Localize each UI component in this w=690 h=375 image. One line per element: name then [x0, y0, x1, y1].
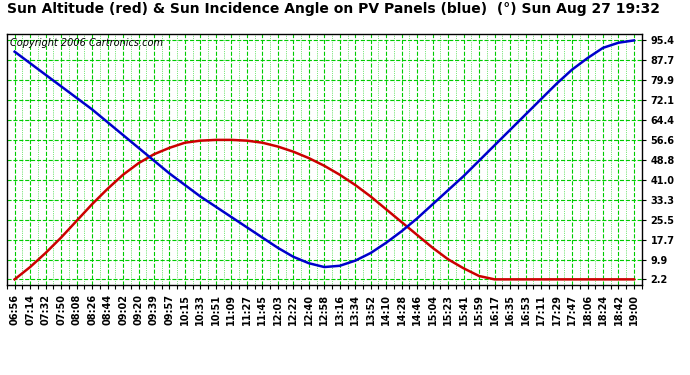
- Text: Sun Altitude (red) & Sun Incidence Angle on PV Panels (blue)  (°) Sun Aug 27 19:: Sun Altitude (red) & Sun Incidence Angle…: [7, 2, 660, 16]
- Text: Copyright 2006 Cartronics.com: Copyright 2006 Cartronics.com: [10, 38, 163, 48]
